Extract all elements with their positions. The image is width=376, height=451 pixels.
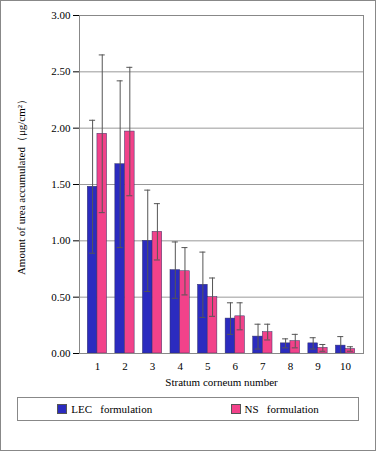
html-text:NS formulation: NS formulation bbox=[244, 403, 319, 415]
svg-text:7: 7 bbox=[260, 360, 266, 372]
svg-text:1: 1 bbox=[95, 360, 101, 372]
svg-text:10: 10 bbox=[340, 360, 352, 372]
html-text:LEC formulation: LEC formulation bbox=[71, 403, 153, 415]
svg-text:Amount of urea accumulated（μg/: Amount of urea accumulated（μg/cm²） bbox=[15, 94, 27, 275]
svg-text:8: 8 bbox=[288, 360, 294, 372]
svg-text:1.00: 1.00 bbox=[51, 234, 71, 246]
svg-text:0.00: 0.00 bbox=[51, 347, 71, 359]
svg-text:2.50: 2.50 bbox=[51, 65, 71, 77]
svg-text:4: 4 bbox=[177, 360, 183, 372]
svg-text:3.00: 3.00 bbox=[51, 9, 71, 21]
svg-text:1.50: 1.50 bbox=[51, 178, 71, 190]
svg-text:9: 9 bbox=[315, 360, 321, 372]
svg-text:0.50: 0.50 bbox=[51, 291, 71, 303]
svg-text:6: 6 bbox=[233, 360, 239, 372]
svg-text:3: 3 bbox=[150, 360, 156, 372]
svg-text:2.00: 2.00 bbox=[51, 122, 71, 134]
svg-text:Stratum corneum number: Stratum corneum number bbox=[165, 376, 278, 388]
svg-text:2: 2 bbox=[122, 360, 128, 372]
svg-text:5: 5 bbox=[205, 360, 211, 372]
